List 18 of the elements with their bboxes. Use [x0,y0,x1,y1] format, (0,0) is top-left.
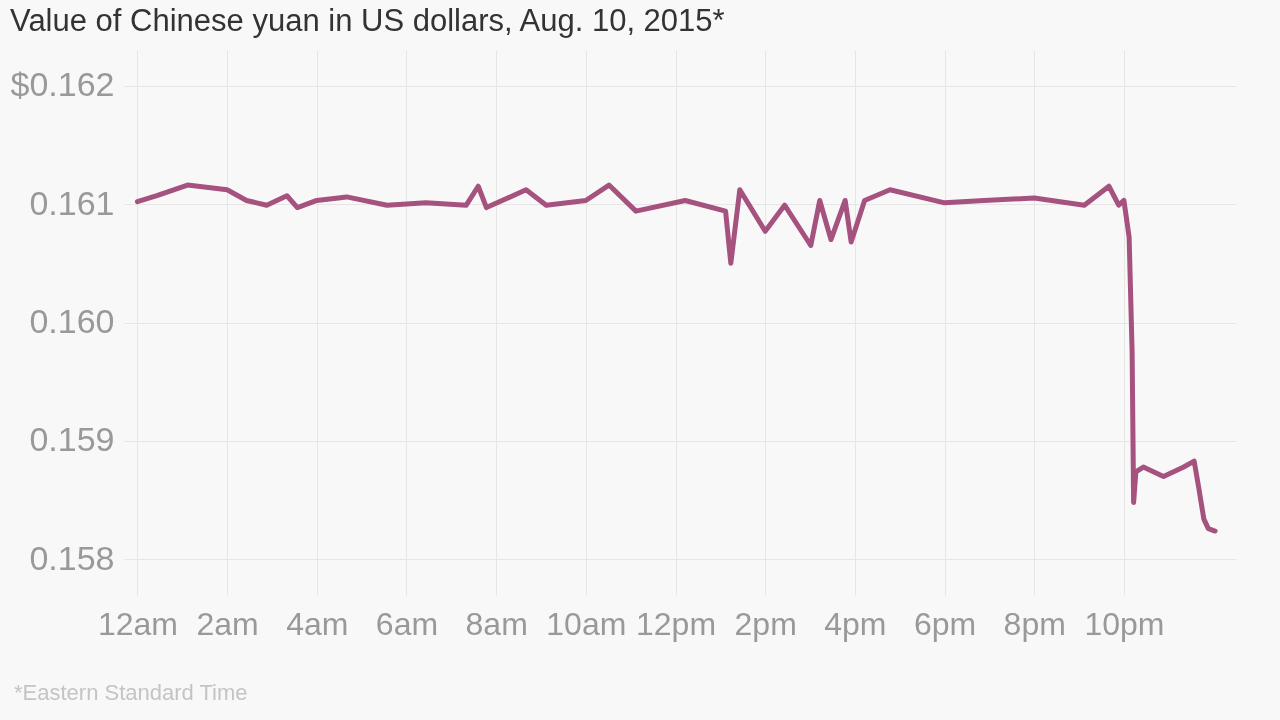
x-tick-label: 6am [375,605,439,642]
x-tick-label: 4am [286,605,349,642]
y-tick-label: 0.159 [29,420,115,459]
y-tick-label: 0.161 [29,183,115,222]
x-tick-label: 10pm [1084,605,1165,642]
chart-title: Value of Chinese yuan in US dollars, Aug. 10, 2015* [10,3,725,38]
x-tick-label: 2am [196,605,259,642]
x-tick-label: 6pm [913,605,977,642]
x-tick-label: 2pm [734,605,797,642]
x-tick-label: 4pm [824,605,887,642]
y-tick-label: 0.158 [29,538,115,577]
y-tick-label: 0.160 [29,302,115,340]
x-tick-label: 8pm [1003,605,1066,642]
x-tick-label: 12pm [635,605,717,642]
x-tick-label: 8am [465,605,528,642]
x-tick-label: 12am [97,605,178,642]
x-tick-label: 10am [546,605,627,642]
y-tick-label: $0.162 [10,65,115,104]
